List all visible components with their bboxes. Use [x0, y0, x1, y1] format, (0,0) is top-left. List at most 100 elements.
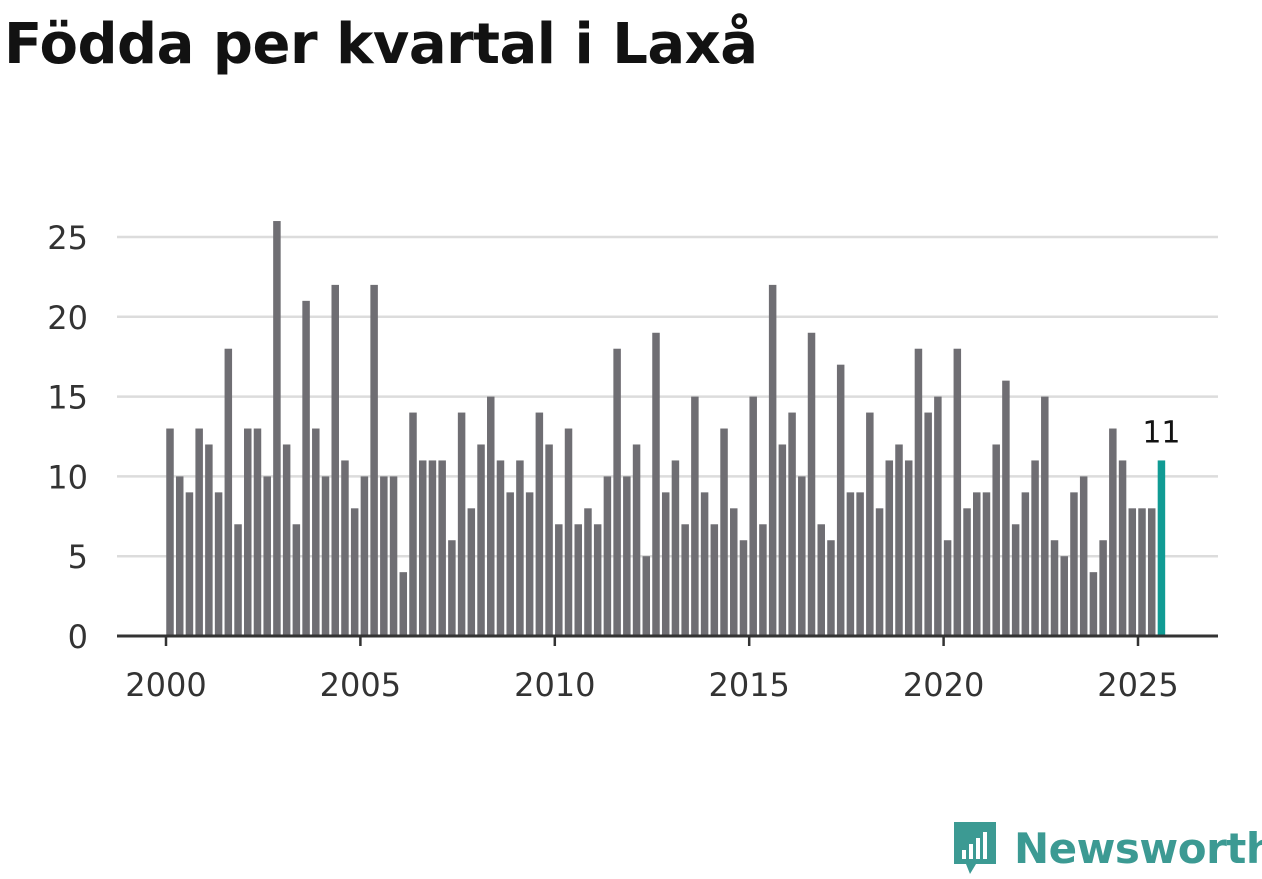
- bar: [1050, 540, 1059, 636]
- bar: [282, 444, 291, 636]
- bar: [195, 428, 203, 636]
- annotations: 11: [1142, 415, 1180, 450]
- bar: [418, 460, 427, 636]
- bar: [623, 476, 631, 636]
- bar: [973, 492, 981, 636]
- bar: [253, 428, 262, 636]
- bar: [535, 412, 544, 636]
- y-tick-label-25: 25: [47, 219, 88, 257]
- bar: [671, 460, 680, 636]
- bar: [807, 332, 816, 636]
- x-tick-label-2025: 2025: [1097, 666, 1178, 704]
- bar: [516, 460, 524, 636]
- bar: [341, 460, 349, 636]
- bar: [496, 460, 505, 636]
- y-tick-label-15: 15: [47, 379, 88, 417]
- bar: [292, 524, 301, 636]
- x-tick-label-2005: 2005: [320, 666, 401, 704]
- bar: [1031, 460, 1039, 636]
- bar: [856, 492, 864, 636]
- bar: [1089, 572, 1098, 636]
- bar: [477, 444, 485, 636]
- brand-name: Newsworthy: [1014, 823, 1262, 873]
- bar: [768, 284, 777, 636]
- x-tick-label-2010: 2010: [514, 666, 595, 704]
- bar: [788, 412, 796, 636]
- bar: [1011, 524, 1020, 636]
- bar: [1041, 396, 1049, 636]
- bar: [555, 524, 563, 636]
- bar: [438, 460, 446, 636]
- bars: [166, 221, 1166, 637]
- bar: [399, 572, 408, 636]
- bar: [914, 348, 923, 636]
- y-tick-label-10: 10: [47, 458, 88, 496]
- bar: [749, 396, 757, 636]
- bar: [992, 444, 1000, 636]
- bar: [778, 444, 787, 636]
- bar: [525, 492, 534, 636]
- bar: [389, 476, 398, 636]
- bar: [720, 428, 728, 636]
- bar: [700, 492, 709, 636]
- bar: [798, 476, 806, 636]
- bar: [1099, 540, 1107, 636]
- bar: [1138, 508, 1146, 636]
- bar: [175, 476, 184, 636]
- chart-title: Födda per kvartal i Laxå: [4, 12, 758, 77]
- bar: [263, 476, 271, 636]
- bar: [545, 444, 553, 636]
- brand-logo[interactable]: Newsworthy: [950, 818, 1262, 878]
- bar: [214, 492, 223, 636]
- bar: [710, 524, 719, 636]
- x-tick-label-2020: 2020: [903, 666, 984, 704]
- y-tick-label-5: 5: [68, 538, 88, 576]
- x-axis-ticks: [164, 636, 1140, 646]
- bar: [1002, 380, 1010, 636]
- bar: [331, 284, 339, 636]
- bar: [360, 476, 369, 636]
- x-tick-label-2015: 2015: [708, 666, 789, 704]
- bar: [846, 492, 855, 636]
- bar: [875, 508, 884, 636]
- newsworthy-logo-icon: [954, 822, 996, 874]
- bar: [885, 460, 894, 636]
- bar: [982, 492, 991, 636]
- bar: [350, 508, 359, 636]
- bar: [681, 524, 689, 636]
- bar: [739, 540, 748, 636]
- bar: [1118, 460, 1127, 636]
- bar: [827, 540, 835, 636]
- bar: [166, 428, 174, 636]
- bar: [244, 428, 252, 636]
- bar: [1021, 492, 1030, 636]
- bar: [1109, 428, 1117, 636]
- bar: [312, 428, 320, 636]
- bar: [409, 412, 417, 636]
- bar: [234, 524, 242, 636]
- bar: [370, 284, 378, 636]
- bar: [205, 444, 213, 636]
- bar: [1079, 476, 1088, 636]
- bar: [574, 524, 582, 636]
- bar: [457, 412, 466, 636]
- bar: [487, 396, 495, 636]
- bar: [953, 348, 962, 636]
- bar: [904, 460, 913, 636]
- bar: [185, 492, 194, 636]
- y-axis-tick-labels: 0 5 10 15 20 25: [47, 219, 88, 656]
- bar: [691, 396, 699, 636]
- bar: [224, 348, 233, 636]
- bar: [661, 492, 670, 636]
- highlight-value-label: 11: [1142, 415, 1180, 450]
- bar-highlight: [1157, 460, 1166, 636]
- bar: [1070, 492, 1078, 636]
- bar: [593, 524, 602, 636]
- bar: [321, 476, 330, 636]
- bar: [866, 412, 874, 636]
- bar: [924, 412, 932, 636]
- bar: [613, 348, 621, 636]
- bar: [1147, 508, 1156, 636]
- bar: [603, 476, 612, 636]
